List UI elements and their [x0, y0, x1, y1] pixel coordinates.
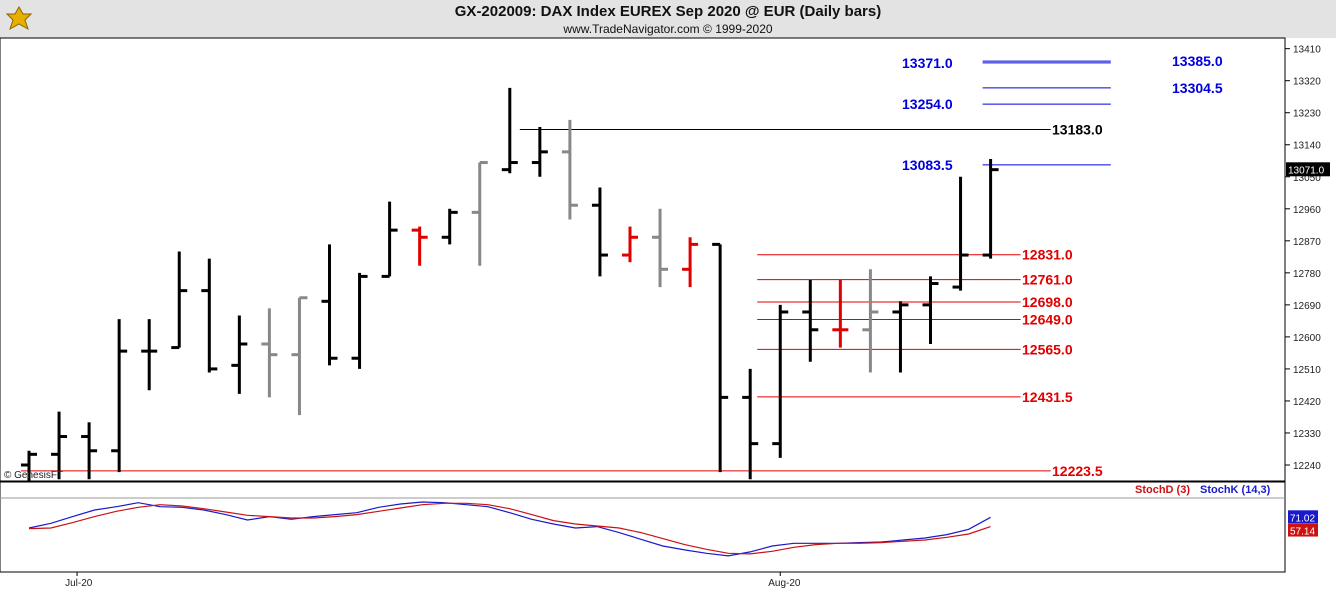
ohlc-bar — [261, 308, 278, 398]
chart-header — [0, 0, 1336, 38]
chart-title: GX-202009: DAX Index EUREX Sep 2020 @ EU… — [454, 3, 882, 20]
price-tick-label: 13410 — [1293, 45, 1321, 56]
price-tick-label: 12330 — [1293, 429, 1321, 440]
level-label: 13371.0 — [902, 55, 953, 71]
watermark: © GenesisFT — [4, 470, 63, 481]
legend-stochD: StochD (3) — [1135, 484, 1190, 496]
ohlc-bar — [742, 368, 759, 480]
price-tick-label: 12690 — [1293, 301, 1321, 312]
stochK-last-label: 71.02 — [1290, 513, 1315, 524]
price-tick-label: 12780 — [1293, 269, 1321, 280]
ohlc-bar — [832, 279, 849, 348]
ohlc-bar — [471, 161, 488, 266]
level-label: 12431.5 — [1022, 389, 1073, 405]
ohlc-bar — [952, 176, 969, 291]
ohlc-bar — [111, 319, 128, 473]
ohlc-bar — [51, 411, 68, 480]
price-tick-label: 13050 — [1293, 173, 1321, 184]
ohlc-bar — [862, 269, 879, 373]
level-label: 12223.5 — [1052, 463, 1103, 479]
level-label: 13385.0 — [1172, 53, 1223, 69]
price-tick-label: 12870 — [1293, 237, 1321, 248]
stochK-last-box — [1288, 510, 1318, 524]
level-label: 13304.5 — [1172, 80, 1223, 96]
price-tick-label: 12240 — [1293, 461, 1321, 472]
ohlc-bar — [501, 87, 518, 174]
ohlc-bar — [291, 296, 308, 416]
ohlc-bar — [171, 251, 188, 350]
price-tick-label: 12600 — [1293, 333, 1321, 344]
level-label: 12565.0 — [1022, 341, 1073, 357]
ohlc-bar — [712, 242, 729, 473]
price-tick-label: 13230 — [1293, 109, 1321, 120]
legend-stochK: StochK (14,3) — [1200, 484, 1271, 496]
ohlc-bar — [351, 272, 368, 369]
date-label: Jul-20 — [65, 578, 93, 589]
price-panel: 12240 12330 12420 12510 12600 12690 12780 12870… — [0, 37, 1330, 490]
ohlc-bar — [411, 226, 428, 266]
price-tick-label: 12420 — [1293, 397, 1321, 408]
date-label: Aug-20 — [768, 578, 801, 589]
level-label: 13254.0 — [902, 96, 953, 112]
level-label: 12831.0 — [1022, 247, 1073, 263]
stochD-last-label: 57.14 — [1290, 527, 1315, 538]
level-label: 12649.0 — [1022, 311, 1073, 327]
ohlc-bar — [772, 304, 789, 458]
level-label: 12761.0 — [1022, 272, 1073, 288]
ohlc-bar — [441, 208, 458, 245]
price-panel-frame — [0, 37, 1286, 482]
price-tick-label: 13320 — [1293, 77, 1321, 88]
stochD-last-box — [1288, 523, 1318, 537]
ohlc-bar — [231, 315, 248, 394]
ohlc-bar — [531, 126, 548, 177]
ohlc-bar — [561, 119, 578, 220]
level-label: 13183.0 — [1052, 121, 1103, 137]
logo-icon — [5, 5, 33, 31]
stochastic-panel-frame — [0, 481, 1286, 573]
ohlc-bar — [201, 258, 218, 373]
ohlc-bar — [892, 301, 909, 373]
level-label: 12698.0 — [1022, 294, 1073, 310]
level-label: 13083.5 — [902, 157, 953, 173]
ohlc-bar — [652, 208, 669, 288]
ohlc-bar — [381, 201, 398, 278]
ohlc-bar — [802, 279, 819, 362]
stochD-line — [28, 502, 991, 555]
price-tick-label: 12510 — [1293, 365, 1321, 376]
price-tick-label: 12960 — [1293, 205, 1321, 216]
chart-subtitle: www.TradeNavigator.com © 1999-2020 — [563, 22, 773, 36]
ohlc-bar — [591, 187, 608, 277]
last-price-box — [1286, 162, 1330, 177]
ohlc-bar — [922, 276, 939, 345]
price-tick-label: 13140 — [1293, 141, 1321, 152]
last-price-label: 13071.0 — [1288, 165, 1325, 176]
ohlc-bar — [982, 158, 999, 259]
ohlc-bar — [321, 244, 338, 366]
ohlc-bar — [622, 226, 638, 263]
ohlc-bar — [141, 319, 158, 391]
ohlc-bar — [682, 237, 699, 288]
ohlc-bar — [81, 422, 98, 480]
